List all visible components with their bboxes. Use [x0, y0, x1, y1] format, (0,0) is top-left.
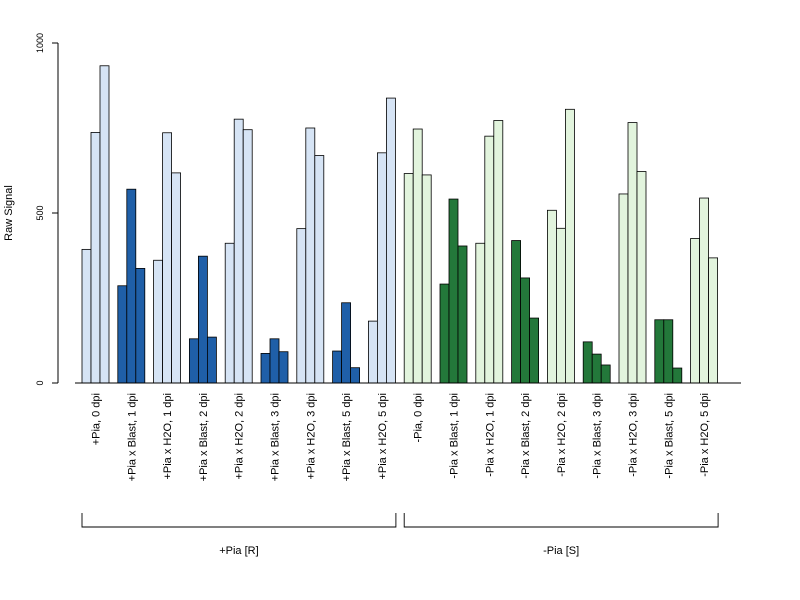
bar	[188, 338, 199, 384]
bar	[296, 228, 307, 384]
bar	[439, 283, 450, 384]
x-tick-label: +Pia x Blast, 3 dpi	[270, 393, 282, 481]
x-tick-label: -Pia x Blast, 1 dpi	[449, 393, 461, 479]
bar	[699, 197, 709, 384]
x-tick-label: +Pia x Blast, 2 dpi	[198, 393, 210, 481]
bar	[260, 353, 271, 384]
bar	[412, 128, 423, 384]
bar	[99, 65, 110, 384]
bar	[520, 277, 530, 384]
group-brackets: +Pia [R] -Pia [S]	[81, 513, 719, 557]
bar	[636, 171, 647, 384]
bar	[126, 188, 137, 384]
x-tick-label: +Pia x H2O, 2 dpi	[234, 393, 246, 480]
bar	[197, 255, 208, 384]
category-labels: +Pia, 0 dpi +Pia x Blast, 1 dpi +Pia x H2O…	[91, 393, 712, 481]
bar	[233, 118, 244, 384]
bar	[493, 120, 504, 384]
bar	[475, 242, 486, 384]
bar	[654, 319, 665, 384]
bar	[565, 108, 575, 384]
bar	[663, 319, 674, 384]
bar	[171, 172, 182, 384]
x-tick-label: -Pia x H2O, 2 dpi	[556, 393, 568, 477]
bar	[341, 302, 352, 384]
bar	[484, 135, 495, 384]
x-tick-label: -Pia x Blast, 2 dpi	[520, 393, 532, 479]
x-tick-label: -Pia x H2O, 1 dpi	[484, 393, 496, 477]
bar	[708, 257, 718, 384]
bar	[385, 97, 396, 384]
bar	[618, 193, 629, 384]
x-tick-label: -Pia x Blast, 5 dpi	[663, 393, 675, 479]
bar	[153, 259, 164, 384]
group-bracket	[403, 513, 719, 528]
y-axis-title: Raw Signal	[3, 185, 15, 241]
group-bracket	[81, 513, 397, 528]
bar	[314, 155, 325, 384]
bar	[206, 336, 217, 384]
bar	[672, 367, 683, 384]
bar	[269, 338, 280, 384]
bar	[81, 248, 92, 384]
bar	[135, 268, 146, 384]
bar	[511, 240, 522, 384]
bar	[367, 320, 378, 384]
bar	[582, 341, 593, 384]
bar	[448, 198, 459, 384]
bar	[600, 364, 611, 384]
x-tick-label: +Pia x Blast, 1 dpi	[126, 393, 138, 481]
x-tick-label: -Pia x Blast, 3 dpi	[592, 393, 604, 479]
bar	[162, 132, 173, 384]
y-tick-label: 0	[35, 380, 45, 385]
bar	[376, 152, 387, 384]
y-tick-label: 1000	[35, 33, 45, 53]
x-tick-label: +Pia, 0 dpi	[91, 393, 103, 445]
bar	[690, 238, 700, 384]
x-tick-label: +Pia x H2O, 5 dpi	[377, 393, 389, 480]
bar	[305, 127, 316, 384]
bar	[332, 350, 343, 384]
x-tick-label: -Pia x H2O, 5 dpi	[699, 393, 711, 477]
bar	[350, 367, 361, 384]
bar	[556, 227, 566, 384]
x-tick-label: -Pia, 0 dpi	[413, 393, 425, 443]
bar	[591, 353, 602, 384]
bar	[627, 122, 638, 384]
bar	[457, 245, 468, 384]
bar	[421, 174, 432, 384]
x-tick-label: +Pia x Blast, 5 dpi	[341, 393, 353, 481]
y-axis: 0 500 1000	[35, 33, 59, 386]
bar	[117, 285, 128, 384]
bar	[278, 351, 289, 384]
x-tick-label: +Pia x H2O, 1 dpi	[162, 393, 174, 480]
bar	[529, 317, 539, 384]
x-tick-label: -Pia x H2O, 3 dpi	[628, 393, 640, 477]
bars	[81, 65, 718, 384]
group-label: +Pia [R]	[219, 545, 258, 557]
bar	[403, 173, 414, 384]
bar	[547, 209, 557, 384]
group-label: -Pia [S]	[543, 545, 579, 557]
x-tick-label: +Pia x H2O, 3 dpi	[305, 393, 317, 480]
bar	[242, 129, 253, 384]
bar	[224, 242, 235, 384]
y-tick-label: 500	[35, 205, 45, 220]
bar	[90, 132, 101, 384]
